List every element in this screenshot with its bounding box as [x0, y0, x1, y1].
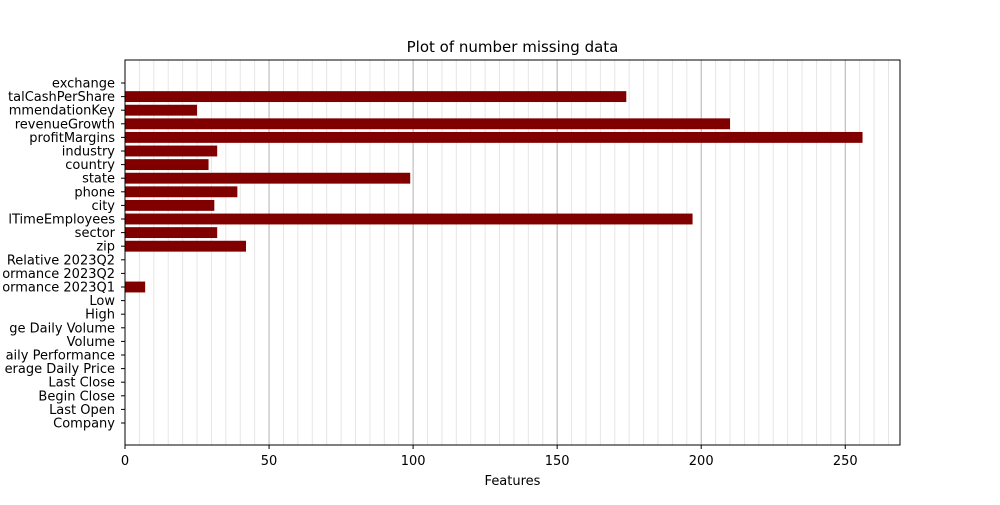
y-tick-label: city — [91, 199, 115, 214]
y-tick-label: country — [65, 158, 115, 173]
bar-25 — [125, 91, 627, 103]
y-tick-label: aily Performance — [6, 349, 115, 364]
y-tick-label: industry — [62, 145, 116, 160]
x-tick-label: 150 — [545, 454, 570, 469]
y-tick-label: Low — [89, 294, 115, 309]
bar-22 — [125, 131, 863, 143]
x-tick-label: 200 — [689, 454, 714, 469]
x-tick-label: 50 — [261, 454, 278, 469]
y-tick-label: exchange — [52, 77, 115, 92]
y-tick-label: lTimeEmployees — [8, 213, 115, 228]
x-axis-label: Features — [485, 474, 541, 489]
y-tick-label: profitMargins — [29, 131, 115, 146]
bar-21 — [125, 145, 218, 157]
x-tick-label: 0 — [121, 454, 129, 469]
bar-24 — [125, 104, 198, 116]
y-tick-label: erage Daily Price — [5, 362, 115, 377]
bar-23 — [125, 118, 731, 130]
y-tick-label: Relative 2023Q2 — [7, 253, 115, 268]
y-tick-label: Begin Close — [38, 389, 115, 404]
bar-14 — [125, 240, 247, 252]
y-tick-label: Volume — [67, 335, 115, 350]
bar-18 — [125, 186, 238, 198]
y-tick-label: ormance 2023Q1 — [2, 281, 115, 296]
bar-15 — [125, 227, 218, 239]
bar-16 — [125, 213, 693, 225]
plot-area-frame — [124, 59, 901, 446]
y-tick-label: ge Daily Volume — [9, 321, 115, 336]
y-tick-label: state — [82, 172, 115, 187]
y-tick-label: Last Open — [49, 403, 115, 418]
y-tick-label: zip — [96, 240, 115, 255]
x-tick-label: 250 — [833, 454, 858, 469]
x-tick-label: 100 — [401, 454, 426, 469]
chart-title: Plot of number missing data — [407, 38, 619, 56]
y-tick-label: Company — [53, 417, 115, 432]
y-tick-label: talCashPerShare — [8, 90, 115, 105]
bar-19 — [125, 172, 411, 184]
bar-11 — [125, 281, 146, 293]
y-tick-label: revenueGrowth — [15, 117, 115, 132]
bar-17 — [125, 199, 215, 211]
y-tick-label: Last Close — [48, 376, 115, 391]
bar-20 — [125, 159, 209, 171]
y-tick-label: mmendationKey — [9, 104, 116, 119]
y-tick-label: ormance 2023Q2 — [2, 267, 115, 282]
y-tick-label: phone — [74, 185, 115, 200]
y-tick-label: sector — [75, 226, 116, 241]
bars — [125, 91, 863, 293]
y-tick-label: High — [85, 308, 115, 323]
